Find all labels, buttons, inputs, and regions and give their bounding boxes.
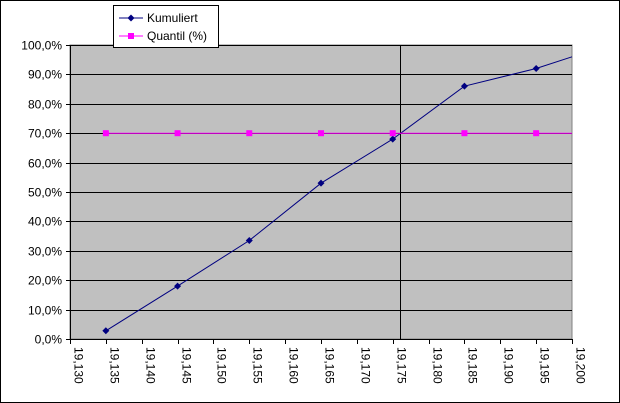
- series-line-0: [105, 56, 573, 332]
- x-tick-label: 19,160: [287, 347, 301, 384]
- legend-item-quantil: Quantil (%): [114, 27, 218, 45]
- data-point-diamond: [389, 135, 397, 143]
- data-point-square: [461, 130, 468, 137]
- x-tick-label: 19,200: [574, 347, 588, 384]
- legend-item-kumuliert: Kumuliert: [114, 9, 218, 27]
- x-tick-label: 19,130: [72, 347, 86, 384]
- y-tick-label: 40,0%: [28, 215, 62, 229]
- y-tick-label: 10,0%: [28, 304, 62, 318]
- data-point-diamond: [102, 327, 110, 335]
- y-tick-label: 60,0%: [28, 157, 62, 171]
- data-point-square: [102, 130, 109, 137]
- data-point-square: [318, 130, 324, 137]
- x-tick-label: 19,150: [215, 347, 229, 384]
- x-tick-label: 19,170: [359, 347, 373, 384]
- x-tick-label: 19,185: [466, 347, 480, 384]
- x-tick-label: 19,175: [395, 347, 409, 384]
- legend-label-quantil: Quantil (%): [147, 29, 208, 43]
- y-tick-label: 70,0%: [28, 127, 62, 141]
- data-point-square: [389, 130, 396, 137]
- data-point-diamond: [532, 65, 540, 73]
- x-tick-label: 19,195: [538, 347, 552, 384]
- x-tick-label: 19,155: [251, 347, 265, 384]
- diamond-marker-icon: [119, 14, 143, 22]
- data-point-square: [246, 130, 253, 137]
- data-point-diamond: [245, 237, 253, 245]
- square-marker-icon: [119, 33, 143, 39]
- legend: Kumuliert Quantil (%): [113, 5, 219, 48]
- y-tick-label: 20,0%: [28, 274, 62, 288]
- x-tick-label: 19,145: [180, 347, 194, 384]
- y-tick-label: 80,0%: [28, 98, 62, 112]
- data-point-diamond: [174, 282, 182, 290]
- y-tick-labels: 0,0% 10,0% 20,0% 30,0% 40,0% 50,0% 60,0% 70,0% 8…: [21, 39, 62, 347]
- y-tick-label: 50,0%: [28, 186, 62, 200]
- axes: [70, 45, 573, 344]
- x-tick-label: 19,165: [323, 347, 337, 384]
- y-tick-label: 0,0%: [35, 333, 63, 347]
- legend-label-kumuliert: Kumuliert: [147, 11, 198, 25]
- x-tick-label: 19,180: [431, 347, 445, 384]
- x-tick-labels: 19,130 19,135 19,140 19,145 19,150 19,155 19,1…: [72, 347, 588, 384]
- y-tick-label: 90,0%: [28, 68, 62, 82]
- data-point-square: [533, 130, 540, 137]
- data-point-diamond: [460, 82, 468, 90]
- data-point-diamond: [317, 179, 325, 187]
- x-tick-label: 19,190: [502, 347, 516, 384]
- y-tick-label: 100,0%: [21, 39, 62, 53]
- x-tick-label: 19,135: [108, 347, 122, 384]
- data-point-square: [174, 130, 181, 137]
- y-tick-label: 30,0%: [28, 245, 62, 259]
- series: [102, 56, 573, 335]
- x-tick-label: 19,140: [144, 347, 158, 384]
